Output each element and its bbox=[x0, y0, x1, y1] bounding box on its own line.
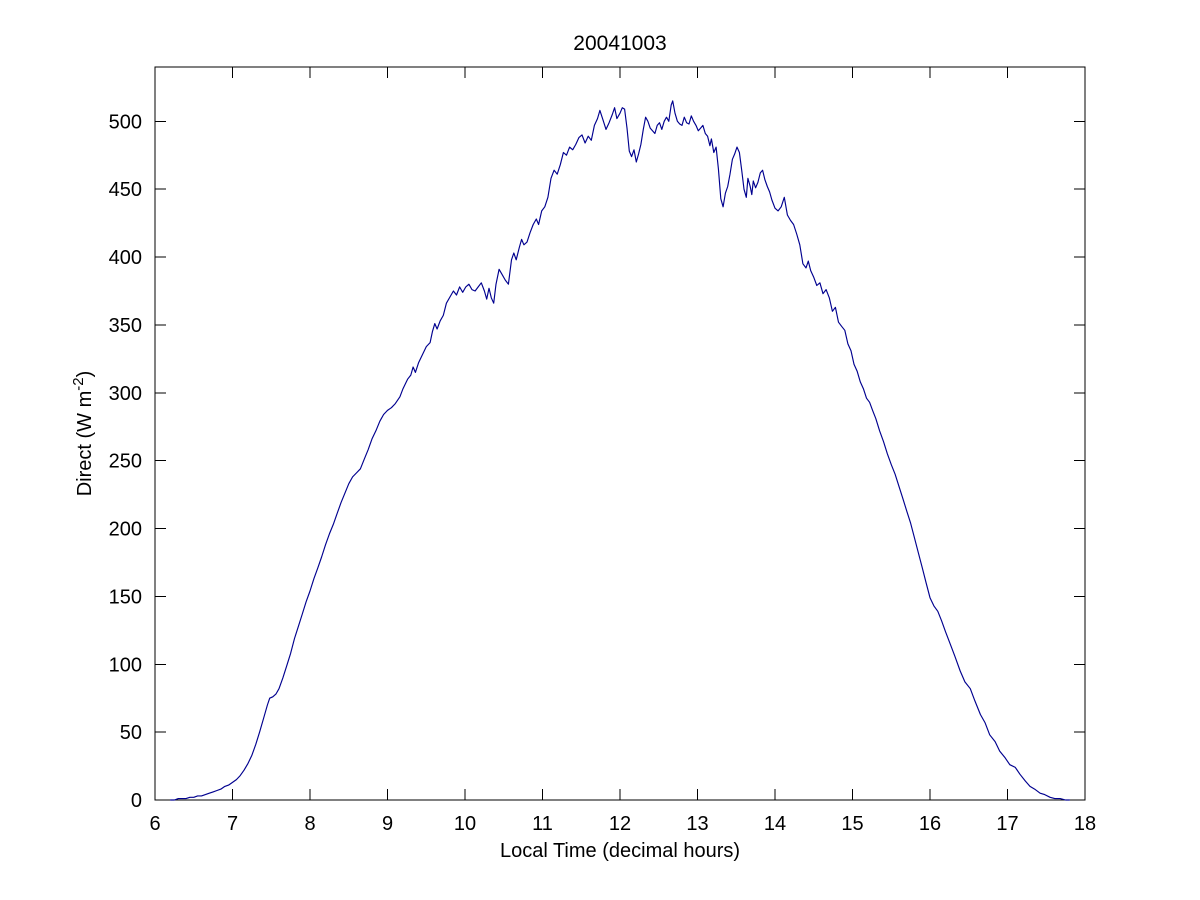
x-tick-label: 9 bbox=[382, 813, 393, 835]
y-tick-label: 100 bbox=[109, 654, 142, 676]
y-tick-label: 0 bbox=[131, 790, 142, 812]
x-tick-label: 8 bbox=[304, 813, 315, 835]
x-tick-label: 6 bbox=[149, 813, 160, 835]
x-tick-label: 12 bbox=[609, 813, 631, 835]
chart-title: 20041003 bbox=[573, 32, 666, 55]
axis-ticks bbox=[154, 67, 1086, 801]
x-tick-label: 14 bbox=[764, 813, 786, 835]
x-tick-labels: 6 7 8 9 10 11 12 13 14 15 16 17 18 bbox=[149, 813, 1096, 835]
x-tick-label: 11 bbox=[532, 813, 553, 835]
x-tick-label: 7 bbox=[227, 813, 238, 835]
x-tick-label: 16 bbox=[919, 813, 941, 835]
y-tick-label: 450 bbox=[109, 179, 142, 201]
y-tick-label: 300 bbox=[109, 383, 142, 405]
y-tick-label: 250 bbox=[109, 451, 142, 473]
y-tick-label: 200 bbox=[109, 519, 142, 541]
y-tick-label: 350 bbox=[109, 315, 142, 337]
y-tick-label: 50 bbox=[120, 722, 142, 744]
y-tick-label: 150 bbox=[109, 586, 142, 608]
y-tick-labels: 0 50 100 150 200 250 300 350 400 450 500 bbox=[109, 111, 142, 812]
data-series-line bbox=[169, 100, 1071, 801]
x-tick-label: 10 bbox=[454, 813, 476, 835]
y-tick-label: 400 bbox=[109, 247, 142, 269]
x-tick-label: 15 bbox=[841, 813, 863, 835]
x-tick-label: 18 bbox=[1074, 813, 1096, 835]
y-axis-label: Direct (W m-2) bbox=[70, 371, 96, 497]
x-axis-label: Local Time (decimal hours) bbox=[500, 840, 740, 862]
y-tick-label: 500 bbox=[109, 111, 142, 133]
plot-box bbox=[154, 66, 1086, 801]
x-tick-label: 17 bbox=[996, 813, 1018, 835]
x-tick-label: 13 bbox=[686, 813, 708, 835]
